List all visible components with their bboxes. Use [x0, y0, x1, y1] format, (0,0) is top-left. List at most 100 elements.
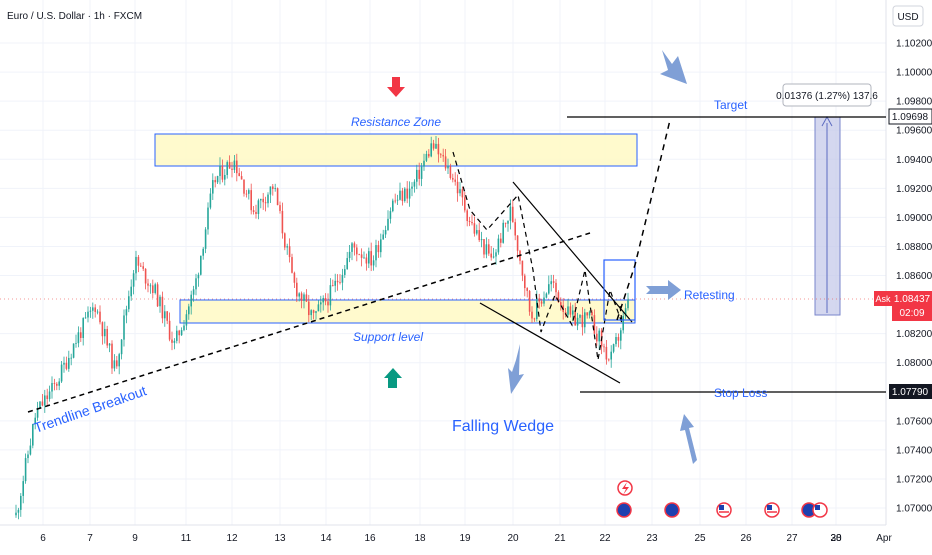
candlestick-series[interactable]	[15, 136, 629, 520]
candle	[423, 153, 425, 171]
candle	[96, 309, 99, 315]
candle-body	[384, 230, 387, 235]
candle-body	[24, 458, 27, 482]
candle	[92, 302, 94, 319]
candle	[430, 136, 432, 158]
candle	[233, 155, 236, 173]
candle-body	[63, 362, 65, 365]
candle-body	[624, 308, 627, 317]
candle-body	[41, 401, 44, 406]
candle-body	[156, 284, 159, 307]
candle	[75, 334, 77, 348]
candle-body	[461, 189, 464, 198]
candle	[20, 493, 22, 517]
candle-body	[612, 344, 615, 352]
candle-body	[243, 179, 245, 194]
candle	[404, 187, 406, 203]
candle	[586, 312, 588, 319]
candle-body	[284, 233, 286, 248]
candle	[610, 345, 612, 368]
candle-body	[212, 180, 214, 194]
candle-body	[449, 166, 452, 178]
candle	[346, 251, 348, 270]
economic-event-icons[interactable]	[616, 480, 828, 518]
candle	[82, 317, 84, 346]
candle-body	[420, 166, 423, 179]
retest-box[interactable]	[603, 259, 636, 321]
candle	[214, 176, 216, 188]
candle-body	[132, 273, 135, 287]
time-tick-label: 25	[694, 533, 706, 544]
candle	[252, 206, 255, 215]
candle	[272, 183, 274, 196]
time-tick-label: 26	[740, 533, 752, 544]
event-eu-flag-icon[interactable]	[616, 502, 632, 518]
time-tick-label: 22	[599, 533, 611, 544]
candle-body	[567, 306, 569, 315]
currency-label[interactable]: USD	[897, 12, 918, 23]
candle	[305, 289, 308, 302]
candle-body	[533, 318, 536, 320]
grid	[0, 0, 886, 525]
candle	[15, 504, 17, 518]
candle	[574, 302, 576, 326]
candle	[418, 162, 420, 186]
candle	[488, 239, 490, 256]
support-zone[interactable]	[179, 299, 636, 324]
time-tick-label: 20	[507, 533, 519, 544]
candle	[257, 198, 260, 220]
candle	[456, 174, 459, 202]
candle-body	[53, 383, 56, 384]
target-pointer-arrow-icon	[660, 50, 687, 84]
price-axis-panel[interactable]	[886, 0, 932, 525]
candle-body	[444, 156, 447, 169]
candle-body	[543, 297, 545, 304]
wedge-upper-line[interactable]	[512, 181, 633, 323]
candle-body	[228, 162, 231, 169]
candle-body	[291, 257, 293, 273]
candle	[447, 158, 449, 175]
candle-body	[548, 284, 550, 294]
candle	[149, 283, 152, 294]
candle	[572, 304, 574, 322]
candle	[183, 319, 185, 332]
candle-body	[576, 317, 579, 326]
candle-body	[176, 330, 178, 341]
candle	[476, 224, 478, 236]
us-flag-canton-icon	[719, 505, 724, 510]
symbol-title[interactable]: Euro / U.S. Dollar · 1h · FXCM	[7, 11, 142, 22]
candle-body	[620, 330, 622, 341]
candle	[300, 291, 303, 309]
candle-body	[512, 206, 514, 223]
candle-body	[111, 343, 113, 369]
candle	[22, 475, 24, 504]
candle	[60, 361, 63, 384]
wedge-pointer-arrow-icon	[508, 344, 524, 394]
candle	[17, 507, 20, 520]
candle-body	[456, 181, 459, 194]
candle-body	[627, 299, 629, 309]
candle-body	[341, 274, 344, 283]
candle	[200, 255, 202, 276]
time-axis-panel[interactable]	[0, 525, 886, 550]
event-eu-flag-icon[interactable]	[664, 502, 680, 518]
resistance-zone[interactable]	[154, 133, 638, 167]
candle	[473, 216, 476, 237]
candle	[111, 340, 113, 374]
us-flag-canton-icon	[767, 505, 772, 510]
candle-body	[480, 239, 483, 241]
candle-body	[116, 360, 118, 367]
candle	[552, 274, 555, 289]
candle-body	[425, 153, 428, 161]
stop-loss-pointer-arrow-icon	[680, 414, 697, 464]
candle-body	[466, 210, 468, 222]
candle-body	[240, 176, 243, 180]
candle	[36, 401, 39, 421]
candle	[70, 353, 72, 366]
candle-body	[20, 495, 22, 510]
current-price-tag-text: 1.08437	[894, 294, 931, 305]
currency-badge[interactable]	[892, 5, 924, 27]
wedge-lower-line[interactable]	[479, 302, 621, 384]
candle-body	[113, 360, 116, 369]
